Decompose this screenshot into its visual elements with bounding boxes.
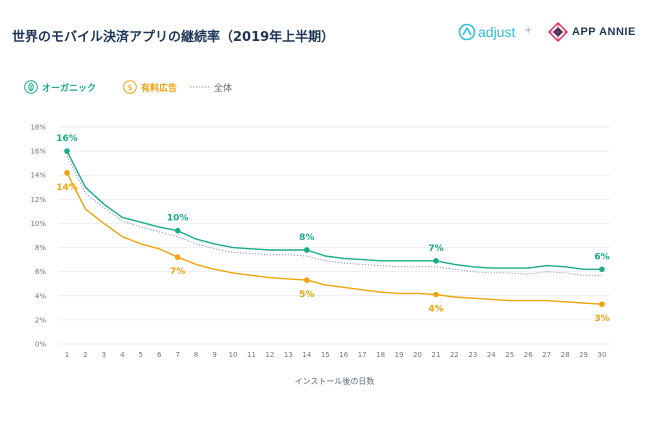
data-point-marker	[304, 277, 310, 283]
data-label: 7%	[170, 267, 185, 277]
y-tick-label: 8%	[35, 244, 46, 252]
x-tick-label: 30	[598, 351, 607, 359]
x-tick-label: 25	[505, 351, 514, 359]
x-tick-label: 9	[212, 351, 216, 359]
x-tick-label: 1	[65, 351, 69, 359]
legend-label-paid: 有料広告	[141, 84, 178, 94]
x-tick-label: 21	[432, 351, 441, 359]
x-tick-label: 23	[468, 351, 477, 359]
data-point-marker	[64, 148, 70, 154]
x-tick-label: 20	[413, 351, 422, 359]
y-tick-label: 18%	[30, 124, 46, 132]
x-tick-label: 11	[247, 351, 256, 359]
y-tick-label: 2%	[35, 316, 46, 324]
y-tick-label: 6%	[35, 268, 46, 276]
data-point-marker	[304, 247, 310, 253]
partner-logos: adjust + APP ANNIE	[458, 22, 643, 44]
y-tick-label: 14%	[30, 172, 46, 180]
x-tick-label: 16	[339, 351, 348, 359]
x-tick-label: 19	[395, 351, 404, 359]
y-tick-label: 0%	[35, 341, 46, 349]
x-tick-label: 15	[321, 351, 330, 359]
leaf-icon	[24, 80, 38, 94]
page-title: 世界のモバイル決済アプリの継続率（2019年上半期）	[12, 30, 335, 45]
x-tick-label: 28	[561, 351, 570, 359]
x-tick-label: 4	[120, 351, 125, 359]
x-tick-label: 26	[524, 351, 533, 359]
data-label: 3%	[594, 314, 609, 324]
x-tick-label: 13	[284, 351, 293, 359]
data-point-marker	[174, 227, 181, 234]
x-tick-label: 27	[542, 351, 551, 359]
y-tick-label: 10%	[30, 220, 46, 228]
data-label: 8%	[299, 233, 314, 243]
data-label: 10%	[167, 214, 189, 224]
legend-label-total: 全体	[214, 84, 233, 94]
data-label: 16%	[56, 134, 78, 144]
data-point-marker	[174, 254, 181, 260]
data-point-marker	[599, 301, 605, 308]
y-tick-label: 16%	[30, 148, 46, 156]
logo-plus: +	[524, 25, 533, 36]
legend-label-organic: オーガニック	[42, 84, 97, 94]
x-tick-label: 14	[302, 351, 311, 359]
data-label: 5%	[299, 290, 314, 300]
x-tick-label: 8	[194, 351, 198, 359]
data-label: 14%	[56, 183, 78, 193]
series-line-2	[66, 155, 602, 276]
adjust-logo-icon	[458, 23, 476, 41]
data-point-marker	[433, 291, 439, 298]
x-tick-label: 3	[102, 351, 106, 359]
data-point-marker	[599, 266, 605, 273]
y-tick-label: 4%	[35, 292, 46, 300]
series-line-1	[66, 172, 603, 305]
x-tick-label: 12	[265, 351, 274, 359]
dollar-coin-icon: $	[123, 80, 137, 94]
data-point-marker	[433, 258, 439, 264]
x-tick-label: 10	[229, 351, 238, 359]
x-axis-title: インストール後の日数	[295, 376, 375, 386]
data-label: 6%	[594, 252, 609, 262]
x-tick-label: 17	[358, 351, 367, 359]
x-tick-label: 5	[139, 351, 143, 359]
adjust-logo-text: adjust	[478, 24, 516, 40]
series-line-0	[66, 150, 602, 270]
x-tick-label: 2	[83, 351, 87, 359]
x-tick-label: 22	[450, 351, 459, 359]
data-point-marker	[64, 170, 70, 176]
x-tick-label: 18	[376, 351, 385, 359]
dotted-line-icon	[190, 86, 210, 88]
app-annie-logo-text: APP ANNIE	[572, 26, 636, 38]
x-tick-label: 29	[579, 351, 588, 359]
y-tick-label: 12%	[30, 196, 46, 204]
x-tick-label: 24	[487, 351, 496, 359]
svg-text:$: $	[127, 83, 132, 92]
data-label: 7%	[428, 244, 443, 254]
x-tick-label: 7	[175, 351, 179, 359]
app-annie-logo-icon	[548, 22, 568, 42]
x-tick-label: 6	[157, 351, 162, 359]
data-label: 4%	[428, 305, 443, 315]
